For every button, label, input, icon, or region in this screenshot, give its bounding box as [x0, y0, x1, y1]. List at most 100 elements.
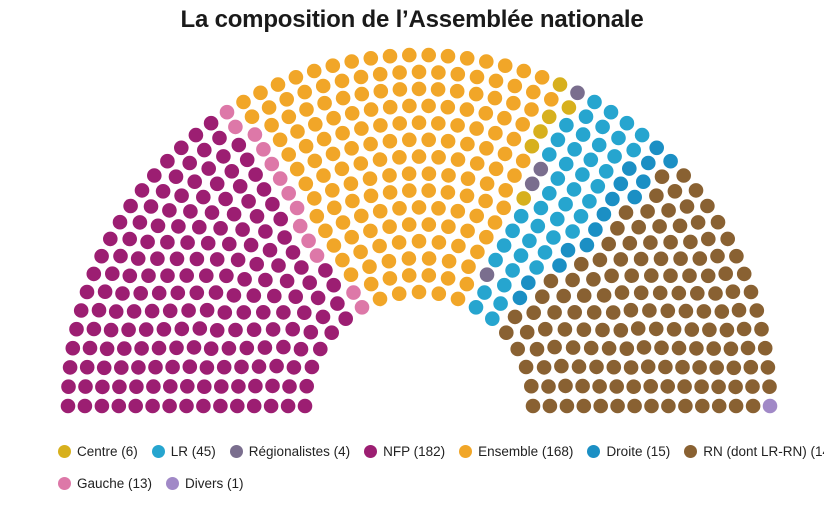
seat-ensemble-168 [449, 83, 465, 99]
seat-régionalistes-4 [570, 85, 585, 101]
seat-ensemble-168 [343, 267, 359, 282]
seat-rn-dont-lr-rn-143 [596, 288, 612, 303]
seat-ensemble-168 [440, 99, 456, 115]
seat-rn-dont-lr-rn-143 [642, 303, 657, 318]
seat-rn-dont-lr-rn-143 [624, 268, 639, 283]
seat-nfp-182 [212, 130, 227, 146]
chart-title: La composition de l’Assemblée nationale [180, 6, 644, 33]
seat-ensemble-168 [344, 106, 360, 121]
seat-rn-dont-lr-rn-143 [702, 322, 717, 338]
seat-lr-45 [542, 186, 557, 201]
seat-ensemble-168 [515, 117, 530, 132]
seat-rn-dont-lr-rn-143 [601, 236, 616, 252]
seat-droite-15 [636, 174, 651, 189]
seat-ensemble-168 [391, 286, 407, 301]
seat-rn-dont-lr-rn-143 [618, 205, 634, 220]
seat-ensemble-168 [402, 132, 417, 148]
seat-droite-15 [579, 237, 595, 253]
seat-ensemble-168 [327, 200, 342, 216]
seat-nfp-182 [246, 288, 262, 303]
seat-ensemble-168 [440, 271, 456, 286]
seat-nfp-182 [130, 251, 146, 266]
seat-ensemble-168 [402, 98, 417, 114]
seat-rn-dont-lr-rn-143 [682, 268, 697, 283]
seat-lr-45 [603, 104, 619, 120]
seat-nfp-182 [230, 252, 246, 268]
seat-nfp-182 [60, 398, 76, 414]
seat-rn-dont-lr-rn-143 [660, 379, 675, 394]
seat-rn-dont-lr-rn-143 [661, 398, 676, 414]
seat-rn-dont-lr-rn-143 [743, 359, 759, 375]
seat-ensemble-168 [335, 215, 351, 230]
seat-ensemble-168 [343, 176, 359, 191]
legend-dot-icon [58, 476, 71, 490]
seat-rn-dont-lr-rn-143 [613, 252, 629, 267]
seat-ensemble-168 [289, 161, 305, 177]
seat-ensemble-168 [325, 58, 341, 73]
seat-rn-dont-lr-rn-143 [678, 303, 694, 319]
seat-rn-dont-lr-rn-143 [525, 398, 541, 414]
seat-ensemble-168 [459, 188, 475, 204]
seat-ensemble-168 [372, 238, 387, 254]
seat-rn-dont-lr-rn-143 [749, 303, 765, 318]
seat-nfp-182 [180, 235, 195, 250]
seat-rn-dont-lr-rn-143 [654, 340, 669, 356]
seat-ensemble-168 [244, 109, 260, 124]
seat-nfp-182 [251, 359, 267, 374]
seat-nfp-182 [231, 137, 247, 153]
seat-ensemble-168 [261, 100, 277, 115]
seat-rn-dont-lr-rn-143 [719, 322, 735, 338]
seat-ensemble-168 [382, 185, 398, 200]
seat-nfp-182 [209, 252, 225, 267]
seat-rn-dont-lr-rn-143 [619, 341, 635, 357]
seat-nfp-182 [147, 168, 162, 183]
seat-ensemble-168 [402, 47, 417, 63]
seat-nfp-182 [279, 273, 295, 289]
seat-rn-dont-lr-rn-143 [633, 251, 649, 267]
seat-nfp-182 [61, 379, 76, 395]
seat-ensemble-168 [353, 244, 368, 260]
seat-nfp-182 [277, 230, 292, 245]
seat-nfp-182 [114, 360, 129, 375]
seat-nfp-182 [208, 285, 224, 300]
seat-rn-dont-lr-rn-143 [648, 321, 664, 337]
seat-rn-dont-lr-rn-143 [661, 203, 676, 218]
seat-rn-dont-lr-rn-143 [538, 321, 553, 337]
seat-rn-dont-lr-rn-143 [636, 340, 652, 355]
seat-ensemble-168 [421, 47, 437, 63]
seat-rn-dont-lr-rn-143 [644, 398, 659, 414]
seat-nfp-182 [258, 272, 273, 288]
seat-nfp-182 [201, 161, 216, 176]
seat-nfp-182 [326, 277, 342, 293]
seat-nfp-182 [221, 341, 237, 356]
seat-centre-6 [552, 77, 568, 92]
seat-nfp-182 [302, 275, 318, 290]
seat-ensemble-168 [524, 102, 539, 117]
seat-nfp-182 [128, 398, 143, 414]
seat-nfp-182 [204, 205, 220, 220]
seat-ensemble-168 [459, 51, 475, 66]
seat-ensemble-168 [450, 118, 465, 133]
seat-ensemble-168 [270, 77, 286, 92]
seat-rn-dont-lr-rn-143 [526, 305, 541, 321]
seat-droite-15 [596, 206, 612, 222]
seat-rn-dont-lr-rn-143 [640, 359, 656, 375]
seat-ensemble-168 [498, 183, 513, 198]
seat-rn-dont-lr-rn-143 [536, 360, 552, 375]
seat-rn-dont-lr-rn-143 [519, 324, 535, 340]
seat-nfp-182 [79, 359, 95, 375]
seat-rn-dont-lr-rn-143 [688, 183, 704, 198]
seat-nfp-182 [155, 184, 171, 199]
seat-ensemble-168 [315, 78, 331, 94]
seat-lr-45 [497, 277, 512, 293]
seat-nfp-182 [162, 303, 178, 319]
seat-lr-45 [530, 218, 546, 234]
seat-droite-15 [521, 275, 536, 290]
seat-droite-15 [512, 290, 528, 306]
seat-lr-45 [607, 149, 622, 164]
seat-rn-dont-lr-rn-143 [745, 398, 761, 414]
seat-nfp-182 [214, 379, 229, 394]
seat-ensemble-168 [363, 276, 379, 292]
seat-ensemble-168 [373, 83, 389, 99]
seat-lr-45 [505, 223, 520, 239]
